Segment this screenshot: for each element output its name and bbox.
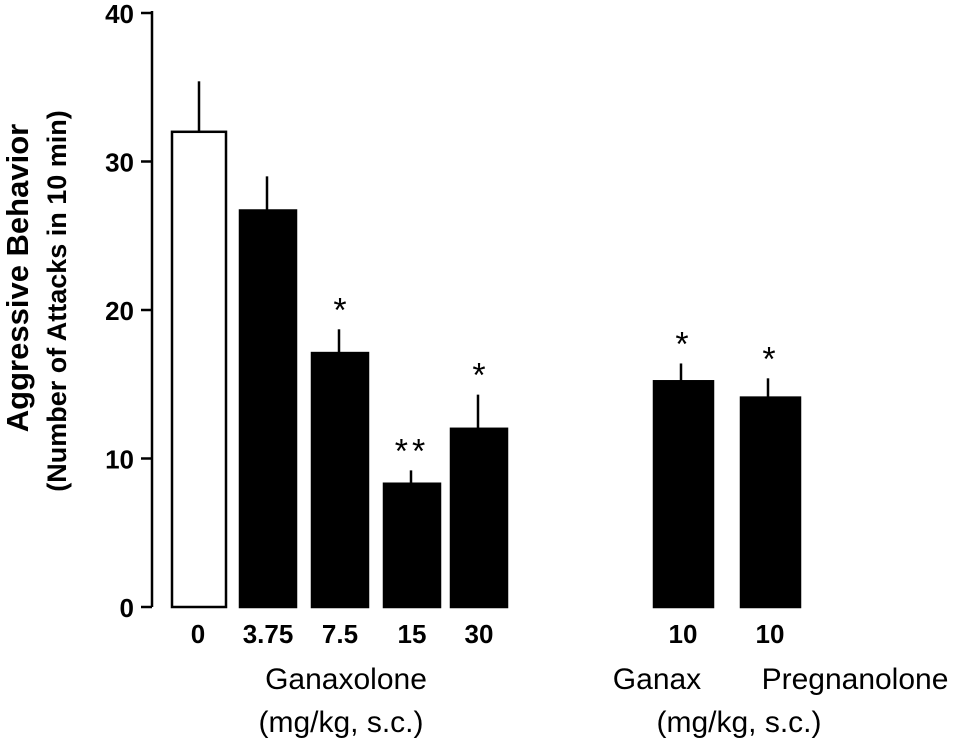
bar-series: ***** * [170, 81, 802, 609]
x-tick-label-15: 15 [398, 619, 427, 649]
significance-marker-3: ** [395, 432, 429, 470]
y-tick-label-30: 30 [105, 148, 134, 178]
bar-0 [170, 130, 228, 609]
x-tick-label-pregnanolone-10: 10 [756, 619, 785, 649]
group-label-pregnanolone: Pregnanolone [762, 663, 949, 696]
x-tick-label-0: 0 [191, 619, 205, 649]
bar-3 [382, 482, 442, 609]
y-axis-title: Aggressive Behavior [0, 124, 35, 432]
significance-marker-6: * [762, 340, 775, 378]
group-units-steroids: (mg/kg, s.c.) [656, 706, 821, 739]
y-tick-label-0: 0 [120, 593, 134, 623]
bar-4 [449, 427, 509, 609]
bar-1 [238, 209, 298, 609]
y-tick-label-40: 40 [105, 0, 134, 29]
bar-2 [310, 351, 370, 609]
x-tick-label-3.75: 3.75 [243, 619, 294, 649]
x-tick-label-7.5: 7.5 [322, 619, 358, 649]
bar-6 [739, 396, 802, 609]
y-axis-subtitle: (Number of Attacks in 10 min) [42, 110, 72, 492]
significance-marker-2: * [333, 291, 346, 329]
x-tick-label-ganax-10: 10 [669, 619, 698, 649]
bar-5 [652, 380, 715, 609]
significance-marker-4: * [472, 357, 485, 395]
y-tick-label-10: 10 [105, 445, 134, 475]
group-label-ganaxolone: Ganaxolone [265, 663, 427, 696]
y-axis-ticks: 0 10 20 30 40 [105, 0, 152, 623]
y-tick-label-20: 20 [105, 296, 134, 326]
x-tick-label-30: 30 [465, 619, 494, 649]
significance-marker-5: * [675, 325, 688, 363]
group-label-ganax: Ganax [613, 663, 701, 696]
group-units-ganaxolone: (mg/kg, s.c.) [258, 706, 423, 739]
